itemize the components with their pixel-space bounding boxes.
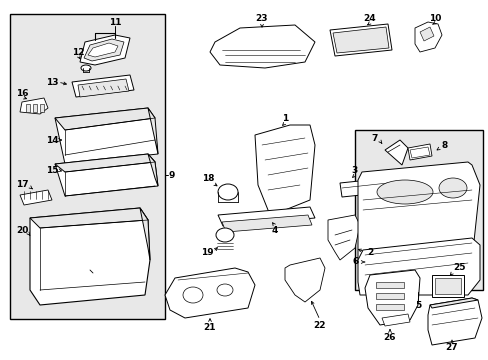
Bar [354, 130, 482, 290]
Polygon shape [414, 22, 441, 52]
Text: 26: 26 [383, 333, 395, 342]
Polygon shape [384, 140, 407, 165]
Polygon shape [254, 125, 314, 215]
Polygon shape [381, 314, 409, 326]
Text: 19: 19 [200, 248, 213, 257]
Polygon shape [339, 178, 389, 197]
Text: 5: 5 [414, 301, 420, 310]
Bar [10, 14, 164, 319]
Polygon shape [80, 35, 130, 65]
Bar [431, 275, 463, 297]
Text: 7: 7 [371, 134, 377, 143]
Text: 6: 6 [352, 257, 358, 266]
Polygon shape [30, 208, 150, 305]
Polygon shape [364, 270, 419, 325]
Text: 1: 1 [281, 113, 287, 122]
Text: 27: 27 [445, 343, 457, 352]
Polygon shape [148, 108, 158, 154]
Text: 15: 15 [46, 166, 58, 175]
Ellipse shape [216, 228, 234, 242]
Polygon shape [222, 215, 311, 232]
Ellipse shape [376, 180, 432, 204]
Polygon shape [72, 75, 134, 97]
Polygon shape [84, 39, 124, 61]
Polygon shape [55, 154, 155, 172]
Text: 11: 11 [108, 18, 121, 27]
Polygon shape [140, 208, 150, 260]
Text: 20: 20 [16, 225, 28, 234]
Polygon shape [88, 43, 118, 57]
Polygon shape [427, 298, 481, 345]
Polygon shape [419, 27, 433, 41]
Text: 13: 13 [46, 77, 58, 86]
Bar [375, 282, 403, 288]
Ellipse shape [81, 65, 91, 71]
Text: 17: 17 [16, 180, 28, 189]
Polygon shape [329, 24, 391, 56]
Polygon shape [40, 104, 44, 112]
Ellipse shape [183, 287, 203, 303]
Text: 18: 18 [202, 174, 214, 183]
Polygon shape [285, 258, 325, 302]
Polygon shape [218, 207, 314, 226]
Text: 22: 22 [313, 320, 325, 329]
Text: 4: 4 [271, 225, 278, 234]
Polygon shape [20, 98, 48, 114]
Polygon shape [55, 108, 155, 130]
Polygon shape [55, 154, 158, 196]
Polygon shape [409, 147, 429, 158]
Text: 3: 3 [351, 166, 357, 175]
Bar [375, 293, 403, 299]
Polygon shape [357, 162, 479, 270]
Text: 10: 10 [428, 14, 440, 23]
Polygon shape [407, 144, 431, 160]
Text: 25: 25 [453, 264, 465, 273]
Text: 12: 12 [72, 48, 84, 57]
Polygon shape [327, 215, 359, 260]
Polygon shape [148, 154, 158, 186]
Polygon shape [332, 27, 388, 53]
Polygon shape [55, 108, 158, 164]
Polygon shape [164, 268, 254, 318]
Polygon shape [429, 298, 477, 308]
Polygon shape [20, 190, 52, 205]
Text: 23: 23 [255, 14, 268, 23]
Polygon shape [26, 104, 30, 112]
Text: 9: 9 [168, 171, 175, 180]
Bar [434, 278, 460, 294]
Polygon shape [78, 79, 129, 97]
Text: 16: 16 [16, 89, 28, 98]
Text: 24: 24 [363, 14, 376, 23]
Polygon shape [209, 25, 314, 68]
Text: 8: 8 [441, 140, 447, 149]
Text: 14: 14 [45, 135, 58, 144]
Ellipse shape [217, 284, 232, 296]
Bar [375, 304, 403, 310]
Ellipse shape [438, 178, 466, 198]
Polygon shape [357, 238, 479, 295]
Polygon shape [33, 104, 37, 112]
Polygon shape [30, 208, 148, 228]
Text: 21: 21 [203, 324, 216, 333]
Text: 2: 2 [366, 248, 372, 257]
Ellipse shape [218, 184, 238, 200]
